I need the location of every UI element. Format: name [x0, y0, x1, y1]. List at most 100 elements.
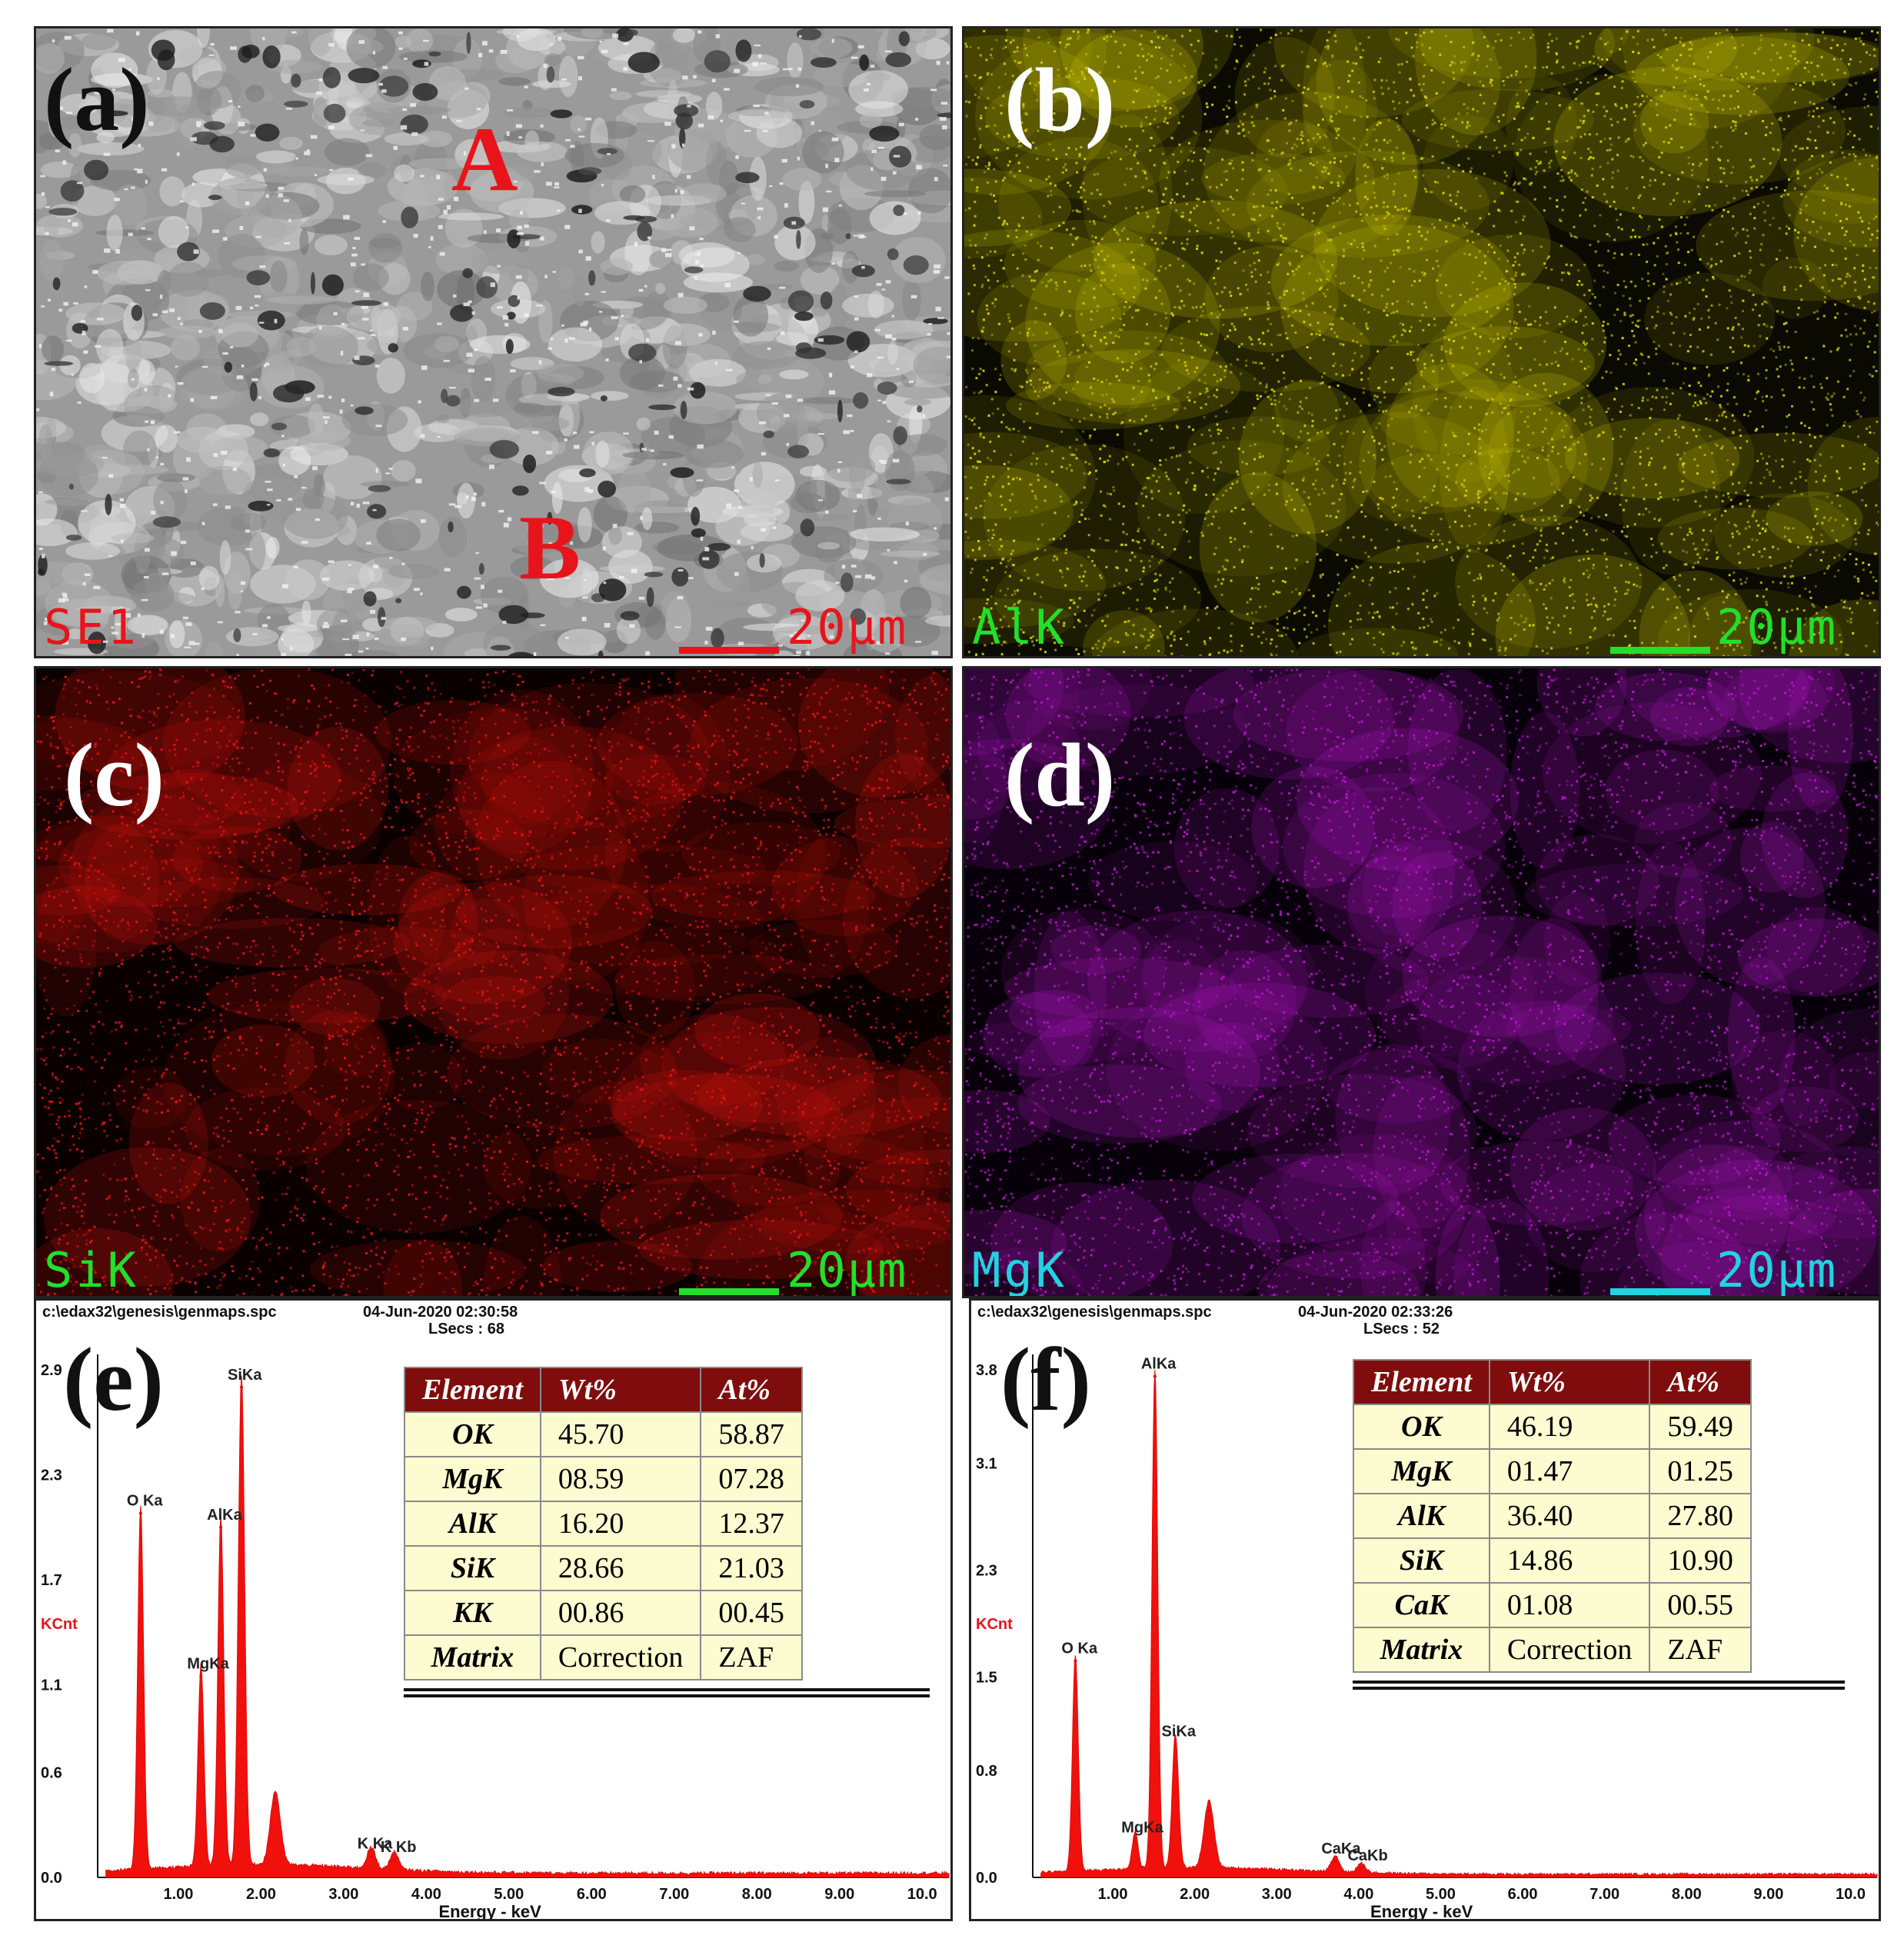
- channel-label: SE1: [44, 599, 139, 655]
- peak-point: [392, 1858, 396, 1862]
- mg-element-map: [964, 668, 1879, 1296]
- spectrum-panel-e: c:\edax32\genesis\genmaps.spc 04-Jun-202…: [34, 1298, 953, 1921]
- spectrum-datetime: 04-Jun-2020 02:30:58: [363, 1304, 518, 1321]
- y-tick-label: 0.0: [976, 1870, 997, 1887]
- x-tick-label: 4.00: [411, 1886, 441, 1903]
- y-tick-label: 1.5: [976, 1669, 997, 1686]
- spectrum-file-path: c:\edax32\genesis\genmaps.spc: [42, 1304, 277, 1321]
- spectrum-series: [1040, 1369, 1878, 1878]
- peak-point: [1133, 1838, 1137, 1842]
- y-axis-label: KCnt: [41, 1616, 78, 1633]
- x-tick-label: 5.00: [494, 1886, 524, 1903]
- value-cell: 07.28: [700, 1456, 803, 1502]
- peak-point: [1333, 1860, 1337, 1864]
- peak-point: [138, 1511, 142, 1515]
- composition-table: Element Wt% At% OK 45.70 58.87 MgK 08.59 07.28 Al…: [404, 1367, 803, 1681]
- value-cell: 58.87: [700, 1411, 803, 1457]
- table-header: Element: [1353, 1359, 1490, 1405]
- se-micrograph: [36, 28, 950, 656]
- table-row: OK 46.19 59.49: [1353, 1404, 1752, 1450]
- x-tick-label: 8.00: [742, 1886, 772, 1903]
- y-tick-label: 0.0: [41, 1870, 62, 1887]
- peak-label: CaKb: [1347, 1847, 1387, 1864]
- table-header: Element: [404, 1367, 541, 1413]
- si-element-map: [36, 668, 950, 1296]
- table-header: Wt%: [539, 1367, 702, 1413]
- spectrum-series: [105, 1375, 950, 1878]
- table-rule: [404, 1688, 930, 1697]
- scale-bar: [679, 1288, 779, 1295]
- y-tick-label: 3.8: [976, 1362, 997, 1379]
- table-row: SiK 28.66 21.03: [404, 1545, 803, 1591]
- table-row: Matrix Correction ZAF: [1353, 1627, 1752, 1673]
- element-cell: MgK: [404, 1456, 541, 1502]
- x-tick-label: 10.0: [1836, 1886, 1866, 1903]
- element-cell: OK: [404, 1411, 541, 1457]
- value-cell: ZAF: [1649, 1627, 1752, 1673]
- value-cell: 27.80: [1649, 1493, 1752, 1539]
- table-row: Matrix Correction ZAF: [404, 1634, 803, 1681]
- value-cell: 01.25: [1649, 1448, 1752, 1494]
- y-tick-label: 0.6: [41, 1764, 62, 1781]
- peak-label: AlKa: [1141, 1356, 1177, 1373]
- peak-point: [1207, 1809, 1211, 1813]
- element-cell: KK: [404, 1590, 541, 1636]
- panel-label: (c): [64, 725, 165, 825]
- peak-point: [199, 1674, 203, 1678]
- peak-label: CaKa: [1321, 1840, 1361, 1857]
- composition-table: Element Wt% At% OK 46.19 59.49 MgK 01.47 01.25 Al…: [1353, 1359, 1752, 1673]
- scale-bar: [1610, 647, 1710, 654]
- panel-a-se-image: (a) A B SE1 20µm: [34, 26, 953, 658]
- value-cell: Correction: [1488, 1627, 1651, 1673]
- table-row: KK 00.86 00.45: [404, 1590, 803, 1636]
- value-cell: 00.86: [539, 1590, 702, 1636]
- element-cell: AlK: [404, 1501, 541, 1547]
- value-cell: 14.86: [1488, 1537, 1651, 1584]
- al-element-map: [964, 28, 1879, 656]
- value-cell: 28.66: [539, 1545, 702, 1591]
- eds-spectrum-chart: 0.0 0.6 1.1 1.7 2.3 2.9 KCnt 1.00 2.00 3.00 4.00 5.…: [41, 1354, 950, 1921]
- y-tick-label: 1.7: [41, 1572, 62, 1589]
- scale-bar: [679, 647, 779, 654]
- peak-point: [219, 1525, 223, 1529]
- x-tick-label: 9.00: [824, 1886, 854, 1903]
- spectrum-live-seconds: LSecs : 68: [428, 1321, 504, 1337]
- panel-label: (e): [63, 1329, 164, 1430]
- peak-label: K Kb: [381, 1839, 417, 1856]
- x-tick-label: 2.00: [1180, 1886, 1210, 1903]
- scale-bar: [1610, 1288, 1710, 1295]
- channel-label: AlK: [972, 599, 1067, 655]
- x-tick-label: 9.00: [1753, 1886, 1783, 1903]
- peak-label: AlKa: [207, 1507, 242, 1524]
- y-tick-label: 2.9: [41, 1362, 62, 1379]
- value-cell: 12.37: [700, 1501, 803, 1547]
- value-cell: 21.03: [700, 1545, 803, 1591]
- value-cell: 00.55: [1649, 1582, 1752, 1628]
- channel-label: MgK: [972, 1242, 1067, 1298]
- region-marker-b: B: [519, 496, 581, 598]
- x-tick-label: 3.00: [1262, 1886, 1292, 1903]
- x-tick-label: 4.00: [1343, 1886, 1373, 1903]
- element-cell: MgK: [1353, 1448, 1490, 1494]
- table-row: SiK 14.86 10.90: [1353, 1537, 1752, 1584]
- x-tick-label: 2.00: [246, 1886, 276, 1903]
- panel-label: (a): [44, 49, 150, 150]
- element-cell: Matrix: [404, 1634, 541, 1681]
- peak-point: [369, 1854, 373, 1858]
- table-rule: [1353, 1681, 1845, 1690]
- y-tick-label: 3.1: [976, 1456, 997, 1473]
- peak-point: [240, 1385, 244, 1389]
- peak-label: O Ka: [127, 1493, 164, 1510]
- spectrum-datetime: 04-Jun-2020 02:33:26: [1298, 1304, 1453, 1321]
- value-cell: 36.40: [1488, 1493, 1651, 1539]
- table-row: MgK 01.47 01.25: [1353, 1448, 1752, 1494]
- spectrum-live-seconds: LSecs : 52: [1363, 1321, 1440, 1337]
- value-cell: 01.47: [1488, 1448, 1651, 1494]
- element-cell: AlK: [1353, 1493, 1490, 1539]
- x-axis-label: Energy - keV: [439, 1902, 542, 1921]
- x-tick-label: 10.0: [907, 1886, 937, 1903]
- x-tick-label: 6.00: [1508, 1886, 1538, 1903]
- value-cell: 08.59: [539, 1456, 702, 1502]
- table-row: OK 45.70 58.87: [404, 1411, 803, 1457]
- peak-label: O Ka: [1061, 1641, 1098, 1657]
